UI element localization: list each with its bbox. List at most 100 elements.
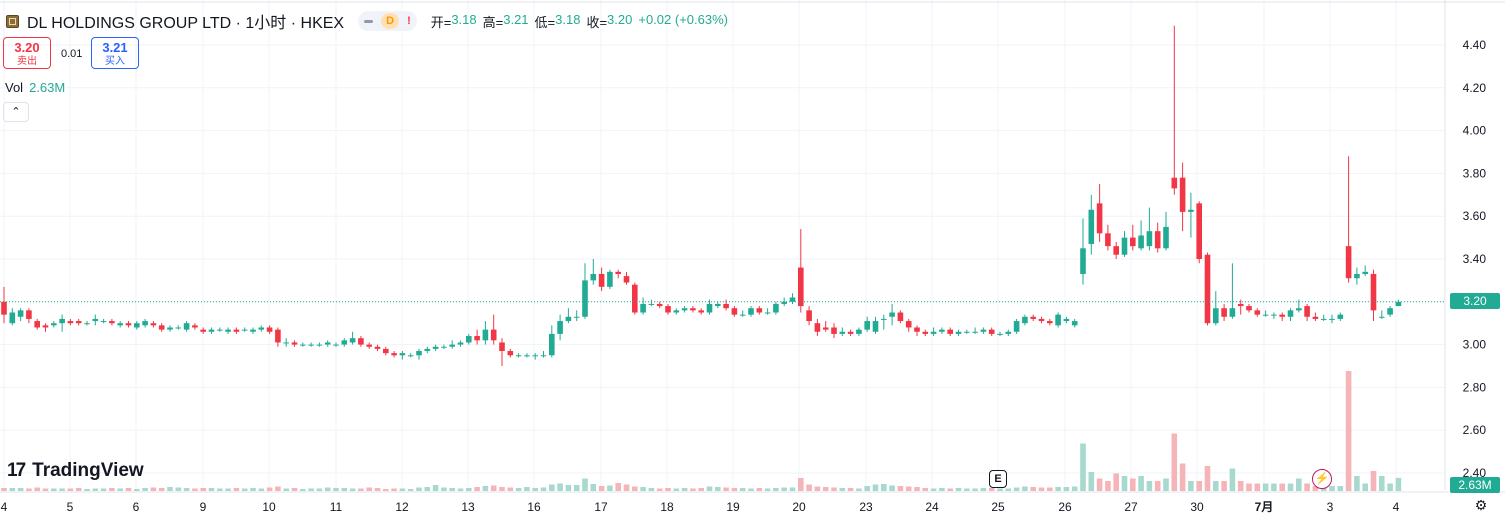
candle xyxy=(598,267,605,292)
earnings-badge[interactable]: E xyxy=(989,470,1007,488)
volume-bar xyxy=(856,488,862,491)
high-value: 3.21 xyxy=(503,11,529,27)
volume-bar xyxy=(922,488,929,491)
x-tick-label: 9 xyxy=(200,500,207,514)
change-value: +0.02 (+0.63%) xyxy=(638,11,728,27)
symbol-title[interactable]: DL HOLDINGS GROUP LTD · 1小时 · HKEX xyxy=(27,15,345,32)
volume-bar xyxy=(258,488,265,491)
close-label: 收= xyxy=(586,14,608,30)
candle xyxy=(366,342,372,349)
volume-bar xyxy=(988,488,995,491)
candle-body xyxy=(972,331,978,333)
x-tick-label: 7月 xyxy=(1255,500,1274,514)
candle xyxy=(739,310,746,317)
volume-bar xyxy=(84,489,90,491)
candle-body xyxy=(1088,209,1095,245)
buy-button[interactable]: 3.21 买入 xyxy=(91,37,139,69)
chevron-up-icon[interactable]: ⌃ xyxy=(3,102,29,122)
candle xyxy=(1312,312,1319,322)
candle xyxy=(17,308,24,322)
x-tick-label: 24 xyxy=(925,500,939,514)
candle xyxy=(399,351,406,360)
candle xyxy=(1196,201,1202,264)
candle xyxy=(665,303,671,315)
candle-body xyxy=(125,323,132,326)
volume-bar xyxy=(241,488,248,491)
candle-body xyxy=(1229,308,1236,317)
candle xyxy=(964,329,970,334)
lightning-icon[interactable]: ⚡ xyxy=(1312,469,1332,489)
candle-body xyxy=(17,310,24,317)
volume-bar xyxy=(590,484,597,491)
gear-icon[interactable]: ⚙ xyxy=(1474,497,1488,513)
candle xyxy=(847,329,854,337)
y-tick-label: 2.60 xyxy=(1463,423,1487,437)
candle-body xyxy=(1237,303,1244,307)
candle xyxy=(1304,303,1310,322)
candle xyxy=(1370,269,1377,322)
volume-bar xyxy=(1130,478,1136,491)
volume-bar xyxy=(524,487,530,491)
candle xyxy=(822,321,829,332)
candle xyxy=(26,308,32,324)
volume-bar xyxy=(457,488,464,491)
candle-body xyxy=(914,327,920,332)
candle-body xyxy=(42,325,49,328)
volume-bar xyxy=(167,487,173,491)
candle-body xyxy=(715,303,721,307)
candle-body xyxy=(540,355,547,357)
candle-body xyxy=(134,323,140,328)
candle xyxy=(1337,312,1344,322)
candle-body xyxy=(939,329,945,332)
candle-body xyxy=(789,297,796,302)
candle xyxy=(1320,314,1327,322)
candle xyxy=(241,327,248,332)
candle xyxy=(308,342,314,347)
volume-bar xyxy=(300,489,306,491)
volume-bar xyxy=(233,488,240,491)
warning-badge[interactable]: ! xyxy=(407,15,411,27)
candle xyxy=(1221,303,1227,322)
volume-bar xyxy=(266,487,273,491)
candle-body xyxy=(1395,301,1402,307)
spread-value: 0.01 xyxy=(61,48,83,60)
tradingview-logo-mark: 17 xyxy=(7,460,26,481)
candle-body xyxy=(158,325,165,330)
candle xyxy=(507,348,514,358)
candle-body xyxy=(690,308,696,311)
volume-bar xyxy=(889,485,895,491)
sell-button[interactable]: 3.20 卖出 xyxy=(3,37,51,69)
volume-bar xyxy=(814,486,821,491)
candle xyxy=(183,321,190,332)
candle xyxy=(532,353,538,360)
status-badges[interactable]: D ! xyxy=(358,11,417,31)
candle-body xyxy=(1262,314,1269,316)
tradingview-logo[interactable]: 17 TradingView xyxy=(7,460,144,482)
volume-bar xyxy=(34,487,40,491)
volume-bar xyxy=(847,488,854,491)
candle xyxy=(482,321,489,345)
candle-body xyxy=(441,346,447,348)
volume-bar xyxy=(764,488,771,491)
volume-legend[interactable]: Vol 2.63M xyxy=(5,80,65,95)
volume-bar xyxy=(1171,433,1178,491)
candle-body xyxy=(374,346,381,349)
candle-body xyxy=(507,351,514,356)
delayed-data-badge[interactable]: D xyxy=(381,13,400,29)
volume-bar xyxy=(806,484,812,491)
candle-body xyxy=(723,303,729,309)
volume-bar xyxy=(175,487,182,491)
candle-body xyxy=(183,323,190,330)
chart-legend-header: DL HOLDINGS GROUP LTD · 1小时 · HKEX D ! 开… xyxy=(6,10,734,32)
candle xyxy=(615,269,621,279)
candle-body xyxy=(167,327,173,330)
candle-body xyxy=(316,344,323,346)
volume-bar xyxy=(482,486,489,491)
candle-body xyxy=(1221,308,1227,317)
candle xyxy=(1345,156,1352,283)
time-axis-bg xyxy=(0,492,1505,525)
candle xyxy=(416,348,422,360)
candle xyxy=(9,308,16,326)
volume-bar xyxy=(109,488,115,491)
